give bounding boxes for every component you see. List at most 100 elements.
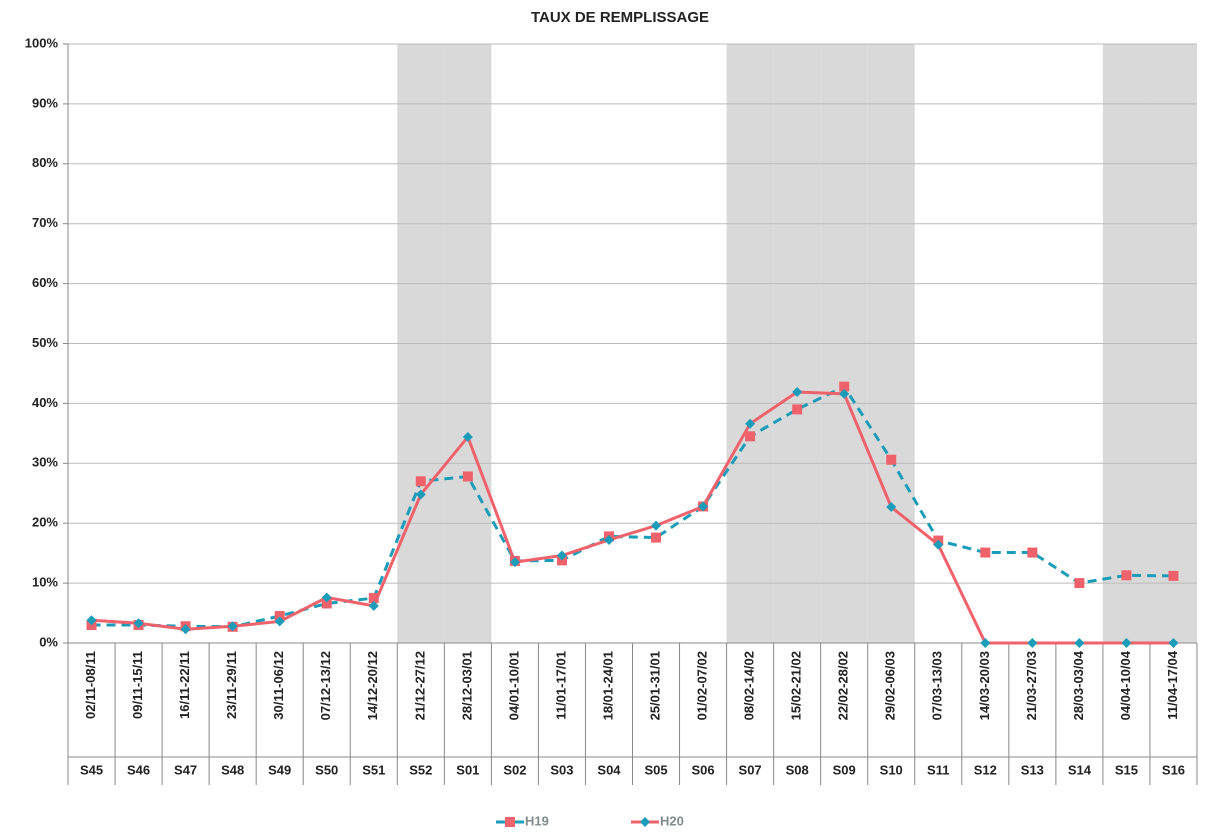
- data-point: [368, 600, 379, 611]
- data-point: [886, 502, 897, 513]
- week-label: S52: [409, 762, 432, 777]
- legend-marker: [640, 817, 650, 827]
- y-tick-label: 50%: [32, 335, 58, 350]
- x-tick-label: 09/11-15/11: [130, 651, 145, 719]
- x-tick-label: 04/01-10/01: [506, 651, 521, 720]
- x-tick-label: 21/03-27/03: [1024, 651, 1039, 720]
- x-tick-label: 16/11-22/11: [177, 651, 192, 719]
- data-point: [321, 592, 332, 603]
- x-tick-label: 15/02-21/02: [789, 651, 804, 720]
- week-label: S12: [974, 762, 997, 777]
- week-label: S09: [833, 762, 856, 777]
- y-tick-label: 0%: [39, 634, 58, 649]
- series-line: [91, 390, 1174, 645]
- week-label: S01: [456, 762, 479, 777]
- y-tick-label: 40%: [32, 395, 58, 410]
- legend-label: H20: [660, 813, 684, 828]
- data-point: [651, 532, 662, 543]
- data-point: [1121, 570, 1132, 581]
- y-tick-label: 80%: [32, 155, 58, 170]
- y-tick-label: 30%: [32, 455, 58, 470]
- x-tick-label: 08/02-14/02: [742, 651, 757, 720]
- data-point: [368, 593, 379, 604]
- week-label: S06: [691, 762, 714, 777]
- x-tick-label: 22/02-28/02: [836, 651, 851, 720]
- week-label: S13: [1021, 762, 1044, 777]
- data-point: [839, 381, 850, 392]
- week-label: S48: [221, 762, 244, 777]
- legend-marker: [505, 817, 515, 827]
- data-point: [1074, 638, 1085, 648]
- x-tick-label: 11/04-17/04: [1165, 650, 1180, 719]
- data-point: [274, 616, 285, 627]
- x-tick-label: 25/01-31/01: [647, 651, 662, 720]
- data-point: [1168, 570, 1179, 581]
- x-tick-label: 14/12-20/12: [365, 651, 380, 720]
- data-point: [745, 418, 756, 429]
- data-point: [1121, 638, 1132, 648]
- x-tick-label: 21/12-27/12: [412, 651, 427, 720]
- x-tick-label: 04/04-10/04: [1118, 650, 1133, 720]
- week-label: S14: [1068, 762, 1092, 777]
- week-label: S16: [1162, 762, 1185, 777]
- week-label: S05: [644, 762, 667, 777]
- data-point: [86, 615, 97, 626]
- y-tick-label: 10%: [32, 575, 58, 590]
- data-point: [415, 489, 426, 500]
- data-point: [933, 539, 944, 550]
- y-tick-label: 20%: [32, 515, 58, 530]
- data-point: [792, 404, 803, 415]
- x-tick-label: 18/01-24/01: [600, 651, 615, 720]
- week-label: S07: [739, 762, 762, 777]
- legend-label: H19: [525, 813, 549, 828]
- data-point: [274, 611, 285, 622]
- data-point: [980, 638, 991, 648]
- y-tick-label: 90%: [32, 95, 58, 110]
- y-tick-label: 70%: [32, 215, 58, 230]
- week-label: S47: [174, 762, 197, 777]
- data-point: [1168, 638, 1179, 648]
- x-tick-label: 14/03-20/03: [977, 651, 992, 720]
- data-point: [792, 387, 803, 398]
- data-point: [886, 454, 897, 465]
- series-line: [91, 384, 1174, 629]
- data-point: [133, 618, 144, 629]
- week-label: S51: [362, 762, 385, 777]
- week-label: S15: [1115, 762, 1138, 777]
- week-label: S04: [597, 762, 621, 777]
- data-point: [180, 624, 191, 635]
- x-tick-label: 29/02-06/03: [883, 651, 898, 720]
- data-point: [321, 598, 332, 609]
- week-label: S10: [880, 762, 903, 777]
- y-tick-label: 60%: [32, 275, 58, 290]
- data-point: [745, 431, 756, 442]
- week-label: S46: [127, 762, 150, 777]
- x-tick-label: 28/12-03/01: [459, 651, 474, 720]
- x-tick-label: 30/11-06/12: [271, 651, 286, 720]
- week-label: S45: [80, 762, 103, 777]
- x-tick-label: 07/12-13/12: [318, 651, 333, 720]
- x-tick-label: 28/03-03/04: [1071, 650, 1086, 720]
- data-point: [980, 547, 991, 558]
- data-point: [603, 534, 614, 545]
- chart-title: TAUX DE REMPLISSAGE: [531, 9, 709, 26]
- data-point: [1074, 578, 1085, 589]
- data-point: [1027, 547, 1038, 558]
- data-point: [509, 557, 520, 568]
- data-point: [462, 431, 473, 442]
- x-tick-label: 07/03-13/03: [930, 651, 945, 720]
- x-tick-label: 23/11-29/11: [224, 651, 239, 719]
- data-point: [839, 388, 850, 399]
- week-label: S49: [268, 762, 291, 777]
- week-label: S50: [315, 762, 338, 777]
- data-point: [651, 520, 662, 531]
- data-point: [227, 621, 238, 632]
- x-tick-label: 11/01-17/01: [553, 651, 568, 720]
- data-point: [556, 550, 567, 561]
- data-point: [698, 501, 709, 512]
- x-tick-label: 02/11-08/11: [83, 651, 98, 719]
- data-point: [462, 471, 473, 482]
- week-label: S02: [503, 762, 526, 777]
- data-point: [415, 476, 426, 487]
